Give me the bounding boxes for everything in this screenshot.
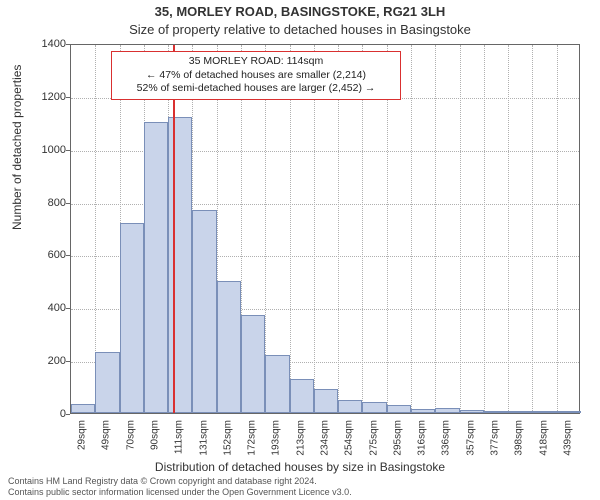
- footer-text: Contains HM Land Registry data © Crown c…: [8, 476, 592, 498]
- y-tick-label: 1000: [30, 144, 66, 156]
- x-tick-label: 336sqm: [441, 420, 452, 456]
- histogram-bar: [265, 355, 289, 413]
- x-tick-label: 152sqm: [222, 420, 233, 456]
- x-tick-label: 172sqm: [247, 420, 258, 456]
- annotation-line3: 52% of semi-detached houses are larger (…: [118, 82, 394, 96]
- y-tick-label: 400: [30, 302, 66, 314]
- y-tick-label: 800: [30, 197, 66, 209]
- histogram-bar: [484, 411, 508, 413]
- histogram-bar: [338, 400, 362, 413]
- y-tick-label: 200: [30, 355, 66, 367]
- histogram-bar: [144, 122, 168, 413]
- footer-line2: Contains public sector information licen…: [8, 487, 592, 498]
- histogram-bar: [120, 223, 144, 413]
- x-tick-label: 254sqm: [344, 420, 355, 456]
- y-tick-label: 1400: [30, 38, 66, 50]
- histogram-bar: [217, 281, 241, 413]
- chart-title: 35, MORLEY ROAD, BASINGSTOKE, RG21 3LH: [0, 4, 600, 19]
- x-tick-label: 213sqm: [295, 420, 306, 456]
- x-tick-label: 357sqm: [465, 420, 476, 456]
- x-tick-label: 49sqm: [101, 420, 112, 450]
- histogram-bar: [71, 404, 95, 413]
- y-tick-label: 600: [30, 249, 66, 261]
- x-tick-label: 398sqm: [514, 420, 525, 456]
- x-tick-label: 234sqm: [320, 420, 331, 456]
- histogram-bar: [314, 389, 338, 413]
- marker-line: [173, 45, 175, 413]
- histogram-bar: [387, 405, 411, 413]
- annotation-line1: 35 MORLEY ROAD: 114sqm: [118, 55, 394, 69]
- x-tick-label: 29sqm: [77, 420, 88, 450]
- histogram-bar: [192, 210, 216, 414]
- histogram-bar: [95, 352, 119, 413]
- y-tick-label: 0: [30, 408, 66, 420]
- x-tick-label: 418sqm: [538, 420, 549, 456]
- x-tick-label: 111sqm: [174, 420, 185, 454]
- plot-area: 35 MORLEY ROAD: 114sqm ← 47% of detached…: [70, 44, 580, 414]
- x-tick-label: 131sqm: [198, 420, 209, 456]
- histogram-bar: [411, 409, 435, 413]
- y-tick-label: 1200: [30, 91, 66, 103]
- histogram-bar: [362, 402, 386, 413]
- histogram-bar: [241, 315, 265, 413]
- x-tick-label: 377sqm: [490, 420, 501, 456]
- annotation-line2: ← 47% of detached houses are smaller (2,…: [118, 69, 394, 83]
- x-tick-label: 90sqm: [150, 420, 161, 450]
- x-tick-label: 295sqm: [392, 420, 403, 456]
- histogram-bar: [532, 411, 556, 413]
- footer-line1: Contains HM Land Registry data © Crown c…: [8, 476, 592, 487]
- histogram-bar: [557, 411, 581, 413]
- annotation-box: 35 MORLEY ROAD: 114sqm ← 47% of detached…: [111, 51, 401, 100]
- x-tick-label: 439sqm: [562, 420, 573, 456]
- histogram-bar: [508, 411, 532, 413]
- histogram-bar: [290, 379, 314, 413]
- x-tick-label: 70sqm: [125, 420, 136, 450]
- x-tick-label: 193sqm: [271, 420, 282, 456]
- x-tick-label: 316sqm: [417, 420, 428, 456]
- chart-container: 35, MORLEY ROAD, BASINGSTOKE, RG21 3LH S…: [0, 0, 600, 500]
- histogram-bar: [460, 410, 484, 413]
- histogram-bar: [435, 408, 459, 413]
- x-axis-label: Distribution of detached houses by size …: [0, 460, 600, 474]
- y-axis-label: Number of detached properties: [10, 65, 24, 230]
- chart-subtitle: Size of property relative to detached ho…: [0, 22, 600, 37]
- x-tick-label: 275sqm: [368, 420, 379, 456]
